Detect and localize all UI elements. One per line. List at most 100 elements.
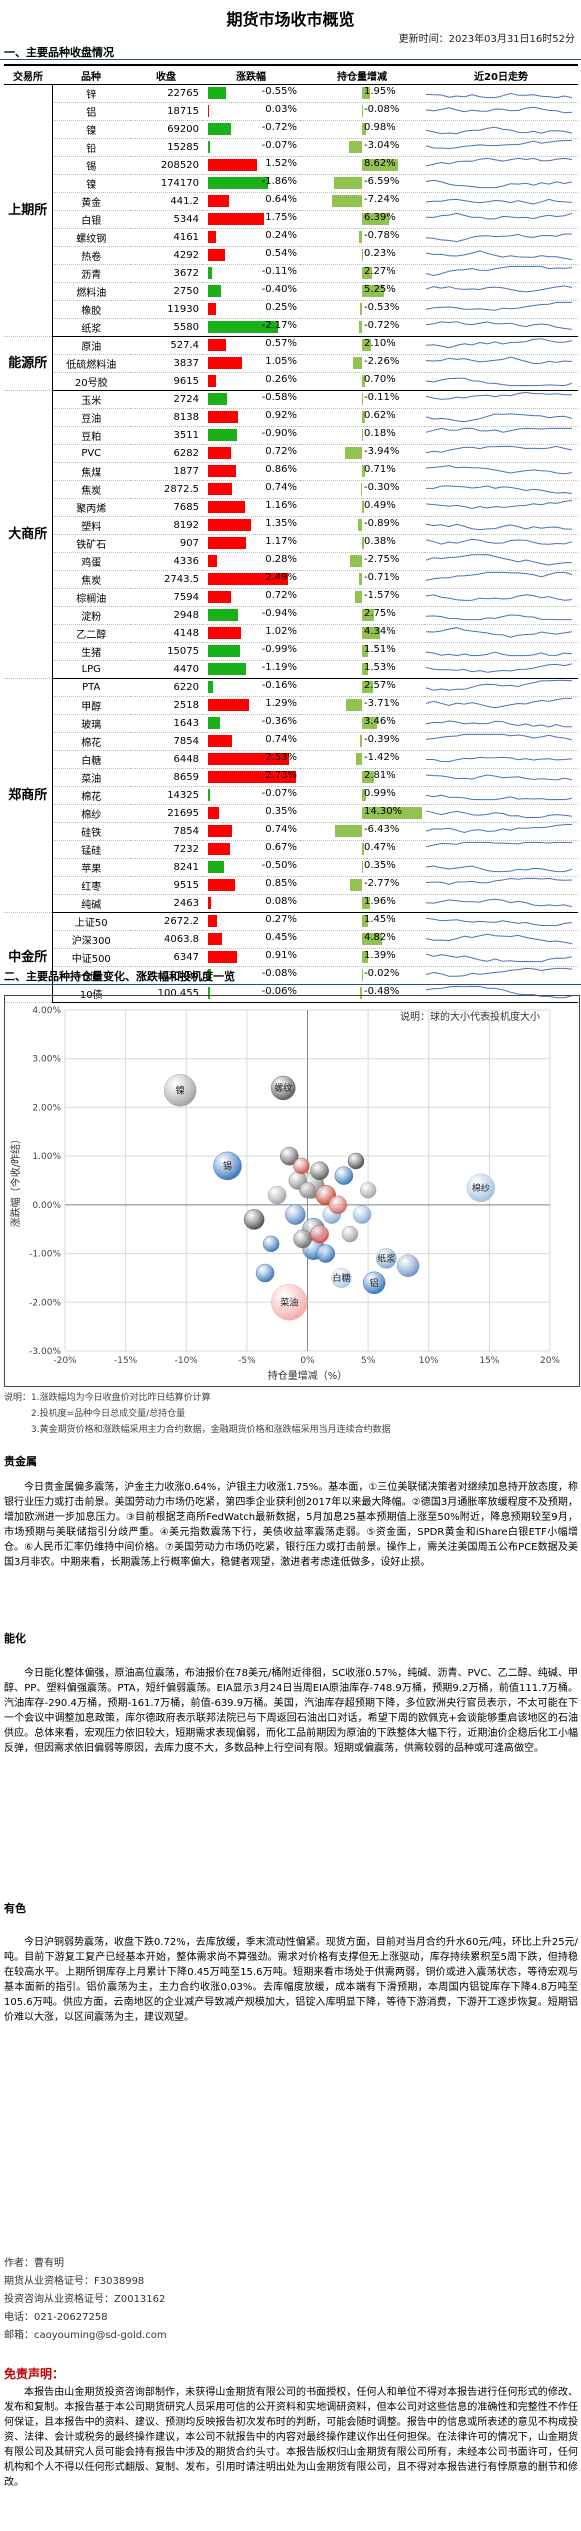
change-cell: 1.29% (202, 696, 300, 715)
sparkline-icon (425, 877, 573, 885)
trend-sparkline (424, 498, 578, 517)
trend-sparkline (424, 606, 578, 625)
holding-value: -0.78% (364, 230, 400, 241)
table-row: 豆粕 3511 -0.90% 0.18% (4, 426, 578, 445)
trend-sparkline (424, 984, 578, 1003)
variety-name: 铅 (52, 138, 130, 157)
holding-value: 0.35% (364, 860, 396, 871)
sparkline-icon (425, 233, 572, 243)
trend-sparkline (424, 750, 578, 769)
table-row: 玻璃 1643 -0.36% 3.46% (4, 714, 578, 733)
bubble-point (328, 1195, 348, 1215)
change-value: -0.90% (261, 428, 297, 439)
holding-cell: -2.26% (300, 354, 424, 373)
close-price: 4470 (130, 660, 202, 679)
variety-name: 螺纹钢 (52, 228, 130, 247)
change-cell: -0.11% (202, 264, 300, 283)
holding-value: 2.27% (364, 266, 396, 277)
table-row: 沥青 3672 -0.11% 2.27% (4, 264, 578, 283)
table-row: 纯碱 2463 0.08% 1.96% (4, 894, 578, 913)
sparkline-icon (425, 212, 573, 220)
trend-sparkline (424, 570, 578, 589)
change-cell: 0.74% (202, 480, 300, 499)
holding-cell: -0.72% (300, 318, 424, 337)
change-bar (208, 213, 265, 225)
change-value: 0.27% (265, 914, 297, 925)
change-bar (208, 933, 223, 945)
holding-bar (362, 951, 368, 963)
holding-cell: 5.25% (300, 282, 424, 301)
trend-sparkline (424, 894, 578, 913)
holding-cell: 8.62% (300, 156, 424, 175)
sparkline-icon (425, 917, 573, 927)
bubble-chart-frame: 4.00% 3.00% 2.00% 1.00% 0.00% -1.00% -2.00% -3.… (4, 995, 580, 1387)
change-bar (208, 195, 229, 207)
trend-sparkline (424, 786, 578, 805)
change-value: 0.67% (265, 842, 297, 853)
variety-name: 淀粉 (52, 606, 130, 625)
change-bar (208, 861, 225, 873)
y-tick-label: -2.00% (29, 1298, 61, 1308)
change-cell: 0.54% (202, 246, 300, 265)
sparkline-icon (426, 756, 573, 763)
change-value: 2.73% (265, 770, 297, 781)
x-tick-label: -20% (53, 1356, 77, 1366)
table-row: 乙二醇 4148 1.02% 4.34% (4, 624, 578, 643)
change-cell: 1.02% (202, 624, 300, 643)
close-price: 1877 (130, 462, 202, 481)
holding-cell: 1.39% (300, 948, 424, 967)
change-bar (208, 87, 226, 99)
holding-cell: -3.04% (300, 138, 424, 157)
change-value: 2.49% (265, 572, 297, 583)
change-value: -0.58% (261, 392, 297, 403)
change-bar (208, 609, 239, 621)
holding-cell: -7.24% (300, 192, 424, 211)
holding-value: 14.30% (364, 806, 403, 817)
change-bar (208, 987, 210, 999)
close-price: 15075 (130, 642, 202, 661)
change-cell: -0.58% (202, 390, 300, 409)
trend-sparkline (424, 120, 578, 139)
sparkline-icon (425, 663, 573, 673)
table-row: 低硫燃料油 3837 1.05% -2.26% (4, 354, 578, 373)
change-value: 0.74% (265, 482, 297, 493)
trend-sparkline (424, 678, 578, 697)
change-bar (208, 771, 296, 783)
quotes-table: 交易所 品种 收盘 涨跌幅 持仓量增减 近20日走势 上期所锌 22765 -0.5… (4, 64, 578, 1003)
exchange-cell: 中金所 (4, 912, 53, 1003)
sparkline-icon (425, 106, 573, 114)
holding-bar (362, 627, 381, 639)
change-bar (208, 843, 230, 855)
holding-cell: -0.30% (300, 480, 424, 499)
trend-sparkline (424, 696, 578, 715)
table-row: 橡胶 11930 0.25% -0.53% (4, 300, 578, 319)
variety-name: 苹果 (52, 858, 130, 877)
close-price: 3837 (130, 354, 202, 373)
holding-cell: 0.47% (300, 840, 424, 859)
table-row: 棉花 14325 -0.07% 0.99% (4, 786, 578, 805)
bubble-point (359, 1181, 377, 1199)
change-bar (208, 699, 250, 711)
holding-value: 0.99% (364, 788, 396, 799)
change-value: 1.29% (265, 698, 297, 709)
phone: 电话：021-20627258 (4, 2312, 108, 2323)
change-cell: 0.35% (202, 804, 300, 823)
variety-name: 原油 (52, 336, 130, 355)
change-bar (208, 879, 236, 891)
close-price: 2743.5 (130, 570, 202, 589)
x-axis-label: 持仓量增减（%） (268, 1369, 348, 1382)
variety-name: 低硫燃料油 (52, 354, 130, 373)
change-value: 0.57% (265, 338, 297, 349)
trend-sparkline (424, 732, 578, 751)
change-cell: 0.64% (202, 192, 300, 211)
bubble-point (293, 1157, 310, 1175)
trend-sparkline (424, 714, 578, 733)
exchange-cell: 郑商所 (4, 678, 53, 913)
x-tick-label: -10% (175, 1356, 199, 1366)
bubble-point (352, 1205, 372, 1224)
variety-name: 乙二醇 (52, 624, 130, 643)
sparkline-icon (425, 523, 573, 531)
variety-name: 红枣 (52, 876, 130, 895)
change-bar (208, 123, 232, 135)
holding-cell: 0.49% (300, 498, 424, 517)
